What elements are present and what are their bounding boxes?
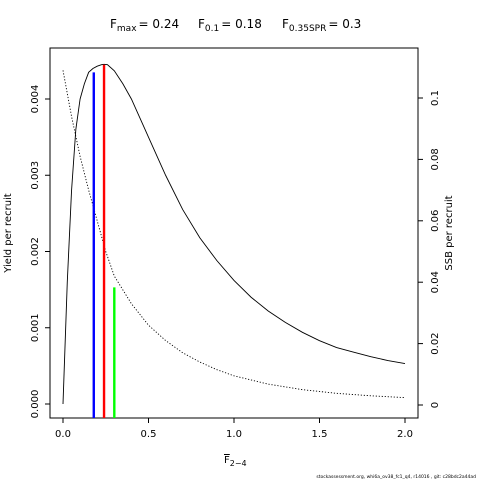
y-axis-right-label: SSB per recruit	[444, 195, 455, 270]
y-left-tick-label: 0.000	[30, 390, 41, 419]
y-axis-right: 0 0.02 0.04 0.06 0.08 0.1	[418, 90, 441, 408]
series-layer	[62, 63, 406, 405]
title-f01-value: = 0.18	[221, 17, 262, 31]
yield-curve	[62, 63, 406, 405]
reference-lines	[92, 64, 116, 418]
x-axis-label-sub: 2−4	[230, 459, 247, 468]
y-right-tick-label: 0.04	[430, 271, 441, 293]
x-axis-label-base: F	[224, 455, 230, 466]
y-right-tick-label: 0.02	[430, 332, 441, 354]
footer-text: stockassessment.org, whi6a_ov38_fc1_q4, …	[316, 474, 476, 480]
y-left-tick-label: 0.004	[30, 85, 41, 114]
x-tick-label: 2.0	[397, 429, 413, 440]
y-right-tick-label: 0.08	[430, 148, 441, 170]
title-fspr-base: F	[282, 17, 289, 31]
title-f01-base: F	[198, 17, 205, 31]
y-right-tick-label: 0	[430, 402, 441, 408]
title-fspr: F0.35SPR = 0.3	[282, 17, 361, 34]
y-axis-left-label: Yield per recruit	[3, 193, 14, 274]
title-fmax-value: = 0.24	[139, 17, 180, 31]
y-left-tick-label: 0.002	[30, 237, 41, 266]
title-fmax-base: F	[110, 17, 117, 31]
y-right-tick-label: 0.1	[430, 90, 441, 106]
x-tick-label: 1.5	[312, 429, 328, 440]
title-fspr-sub: 0.35SPR	[289, 24, 326, 34]
y-right-tick-label: 0.06	[430, 210, 441, 232]
chart-title: Fmax = 0.24 F0.1 = 0.18 F0.35SPR = 0.3	[110, 17, 361, 34]
title-f01-sub: 0.1	[205, 24, 219, 34]
x-tick-label: 0.0	[55, 429, 71, 440]
x-axis-label: F2−4	[224, 455, 247, 468]
title-fmax: Fmax = 0.24	[110, 17, 179, 34]
y-left-tick-label: 0.003	[30, 161, 41, 190]
title-fmax-sub: max	[117, 24, 137, 34]
x-tick-label: 1.0	[226, 429, 242, 440]
x-tick-label: 0.5	[141, 429, 157, 440]
y-left-tick-label: 0.001	[30, 313, 41, 342]
title-fspr-value: = 0.3	[328, 17, 361, 31]
title-f01: F0.1 = 0.18	[198, 17, 262, 34]
y-axis-left: 0.000 0.001 0.002 0.003 0.004	[30, 85, 50, 419]
ssb-curve	[62, 70, 406, 399]
x-axis: 0.0 0.5 1.0 1.5 2.0	[55, 418, 413, 440]
